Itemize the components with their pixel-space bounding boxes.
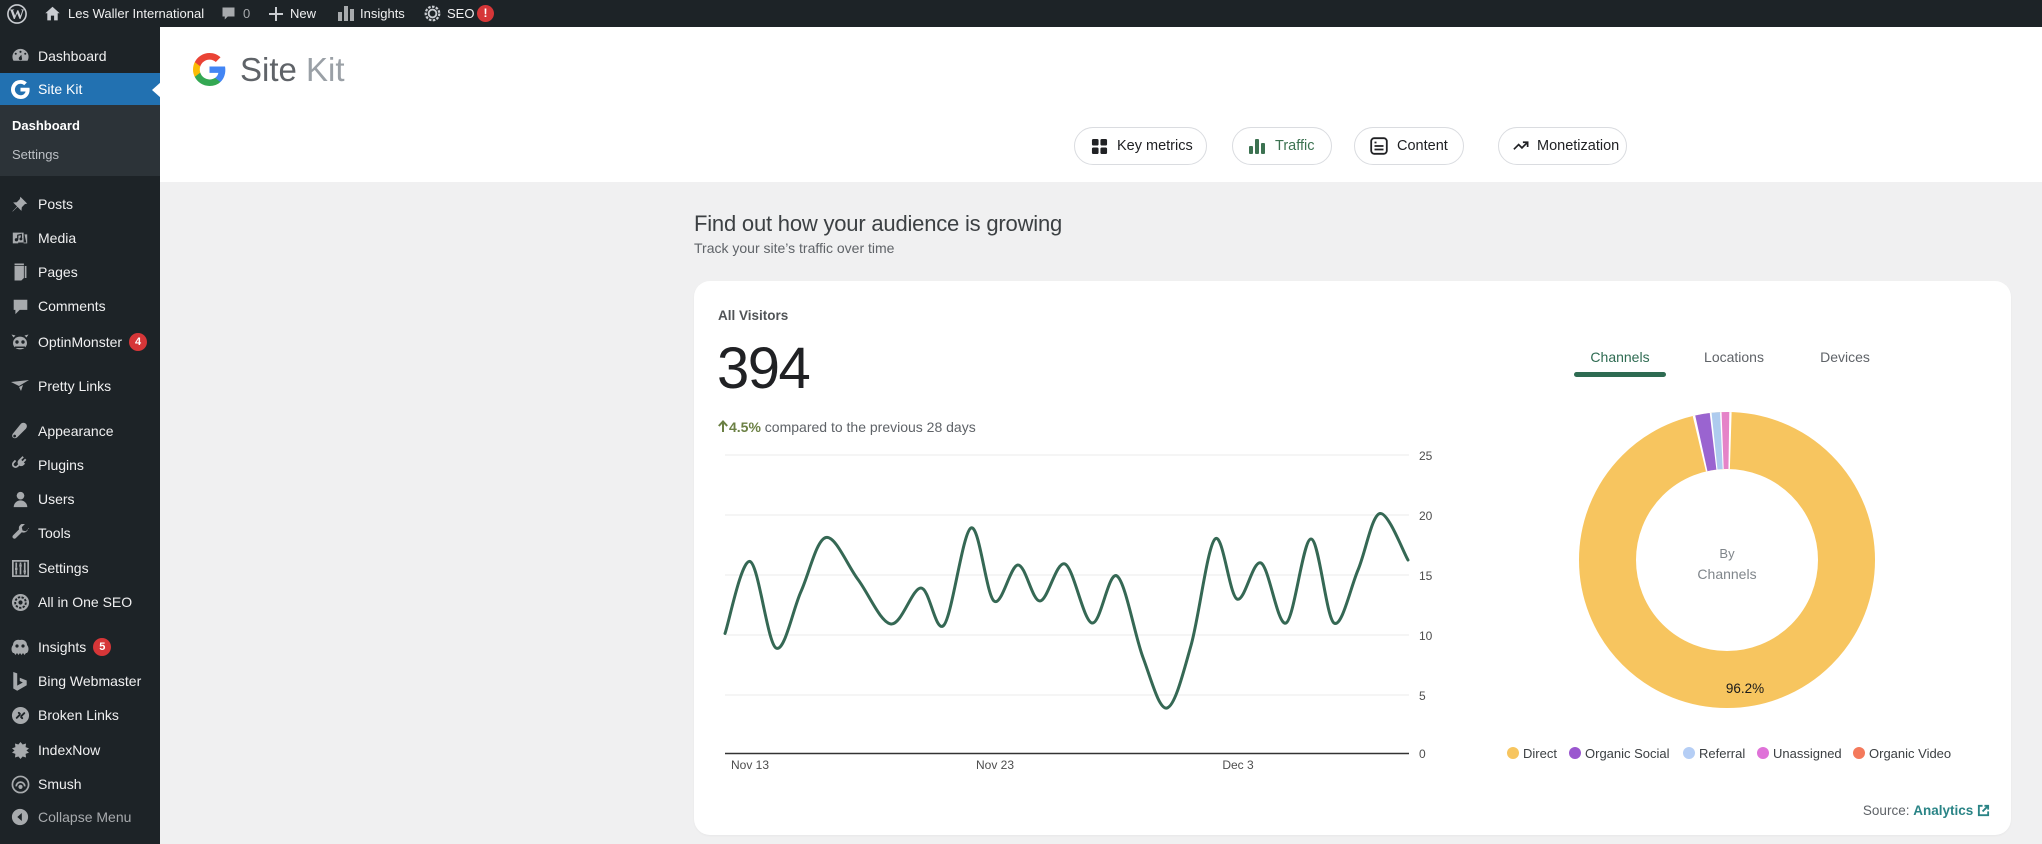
svg-text:25: 25 bbox=[1419, 449, 1433, 463]
svg-text:20: 20 bbox=[1419, 509, 1433, 523]
svg-text:Dec 3: Dec 3 bbox=[1222, 758, 1254, 772]
svg-text:15: 15 bbox=[1419, 569, 1433, 583]
svg-text:Channels: Channels bbox=[1697, 566, 1756, 582]
svg-text:Nov 23: Nov 23 bbox=[976, 758, 1014, 772]
svg-text:5: 5 bbox=[1419, 689, 1426, 703]
svg-text:96.2%: 96.2% bbox=[1726, 681, 1764, 696]
svg-text:W: W bbox=[10, 7, 25, 23]
svg-text:By: By bbox=[1719, 546, 1735, 561]
svg-text:0: 0 bbox=[1419, 747, 1426, 761]
svg-text:10: 10 bbox=[1419, 629, 1433, 643]
svg-text:Nov 13: Nov 13 bbox=[731, 758, 769, 772]
